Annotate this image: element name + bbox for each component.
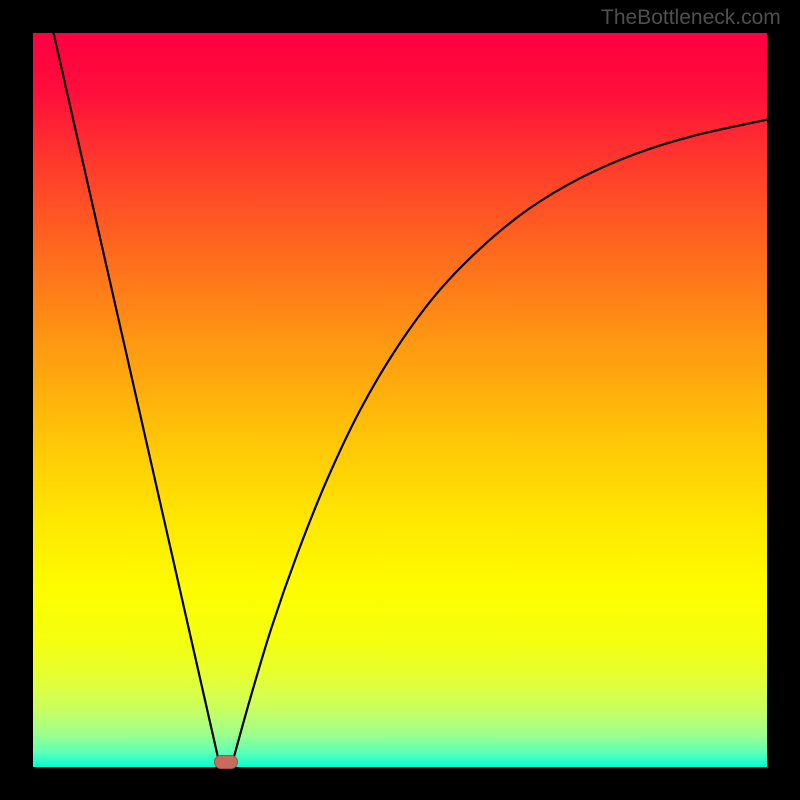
chart-container: TheBottleneck.com [0, 0, 800, 800]
bottleneck-curve [33, 33, 767, 767]
optimal-point-marker [214, 755, 238, 769]
plot-area [33, 33, 767, 767]
watermark-text: TheBottleneck.com [601, 6, 781, 30]
